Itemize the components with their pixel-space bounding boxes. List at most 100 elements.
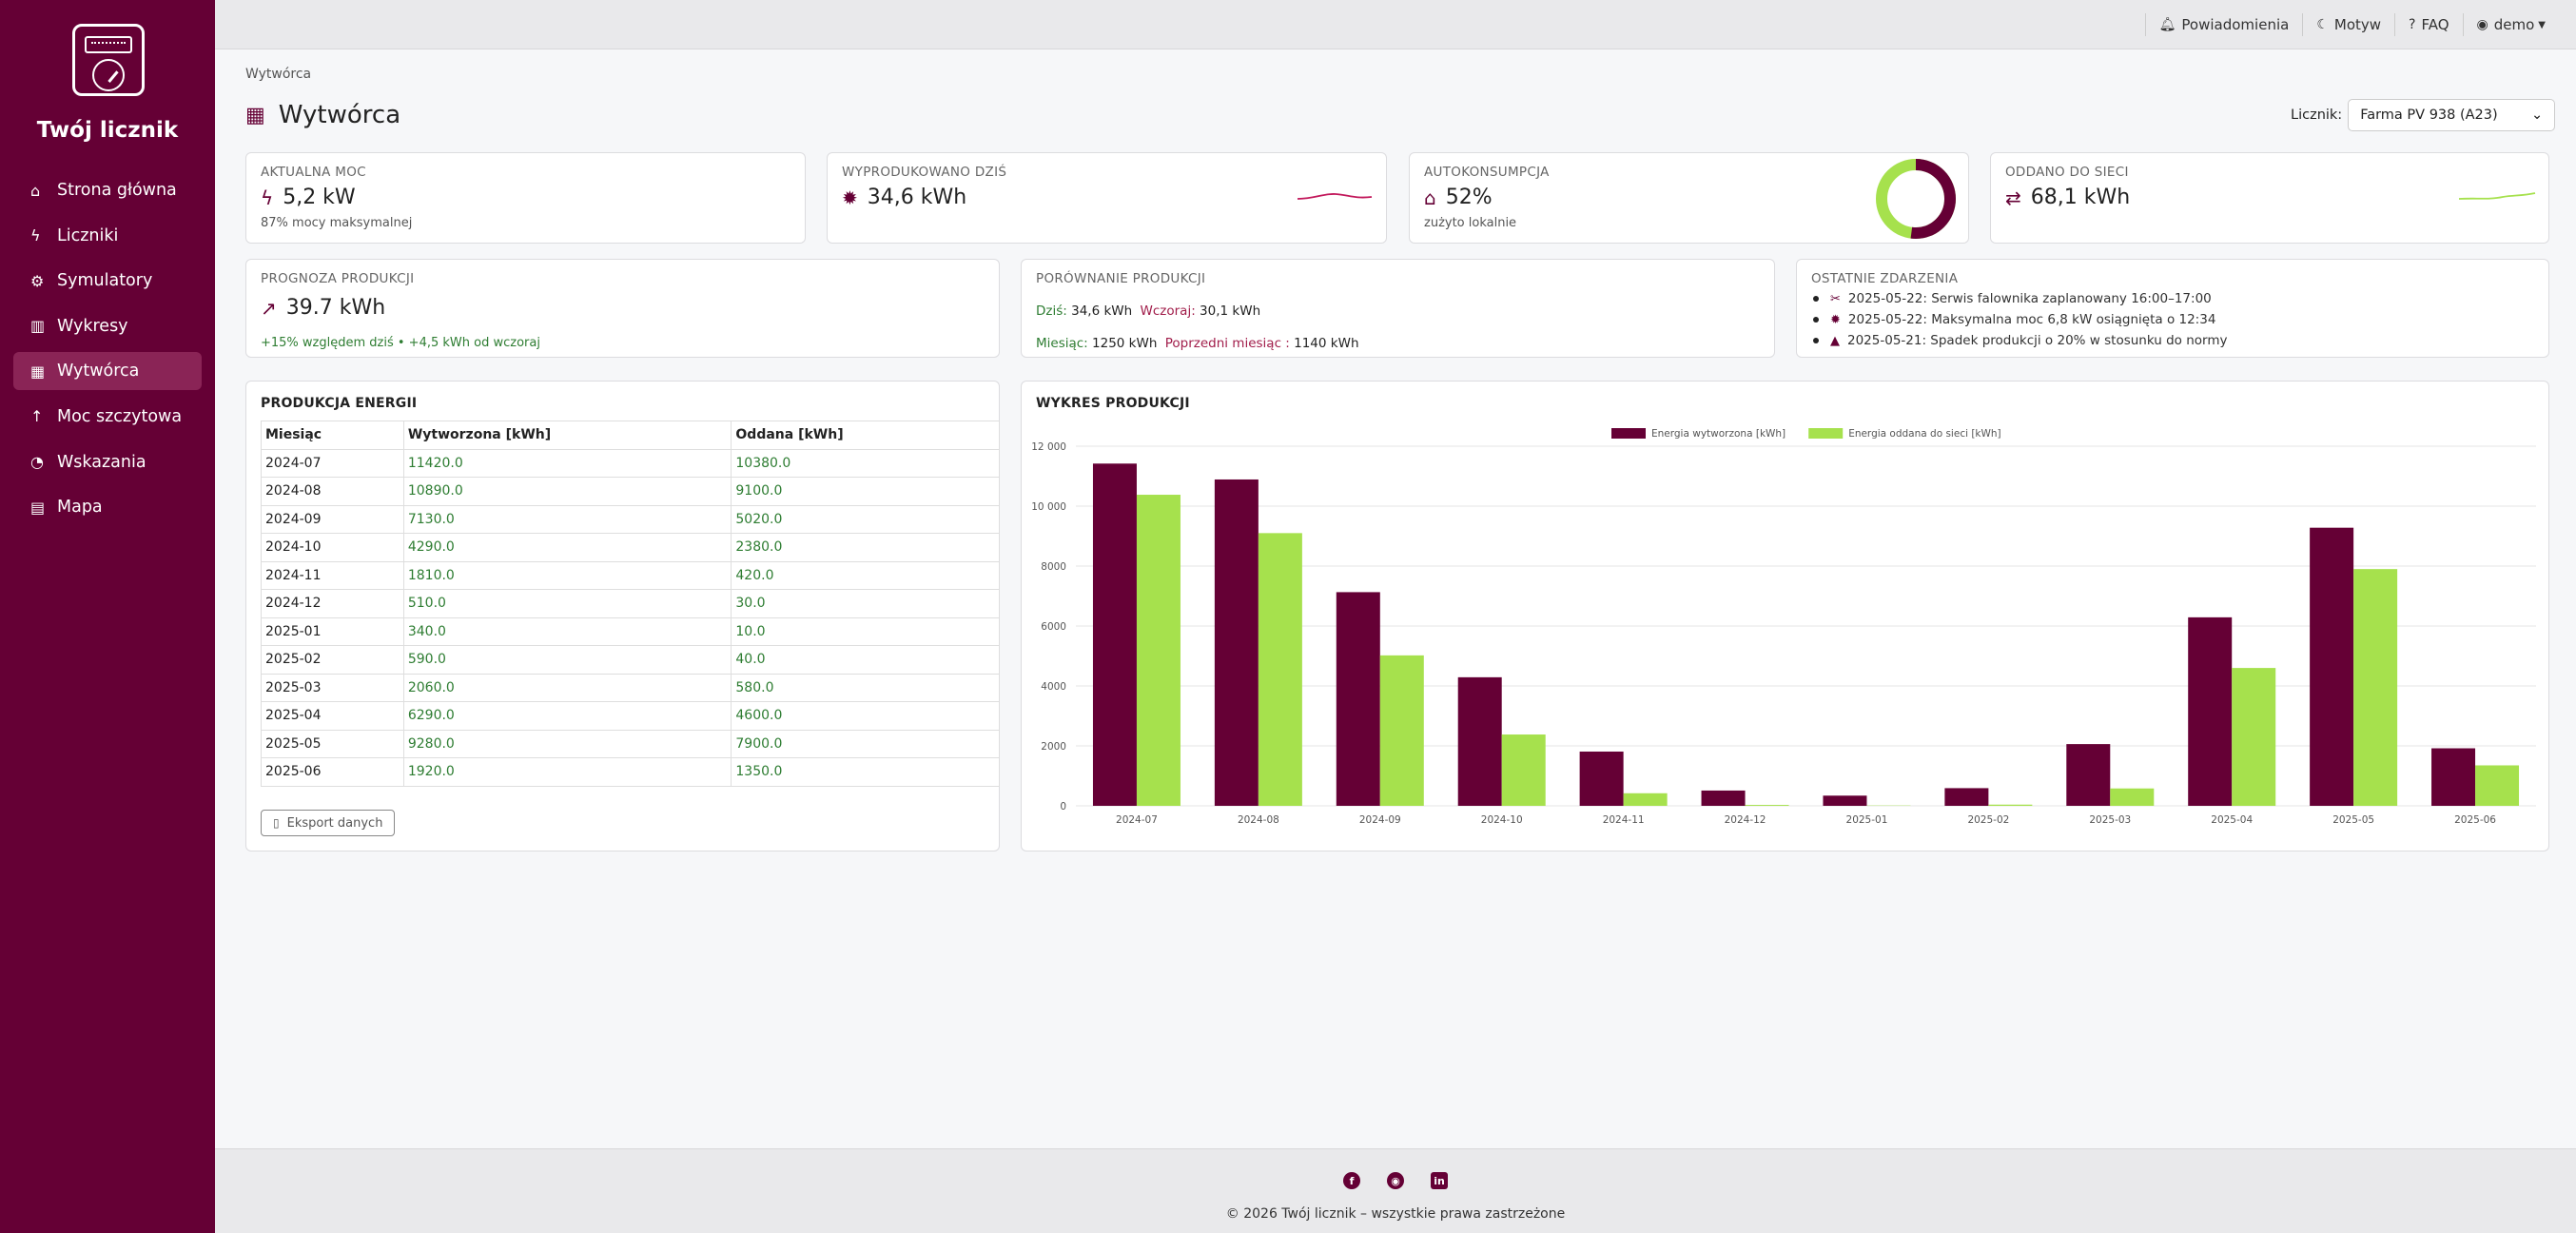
sidebar-item-readings[interactable]: ◔ Wskazania	[13, 443, 202, 481]
bar-produced-2024-09[interactable]	[1336, 592, 1380, 806]
table-row: 2025-01 340.0 10.0	[261, 616, 1000, 646]
table-cell: 2380.0	[731, 533, 1000, 562]
bar-produced-2024-07[interactable]	[1092, 463, 1137, 806]
page-title: ▦ Wytwórca	[245, 101, 400, 129]
month-label: Miesiąc:	[1036, 336, 1088, 351]
card-label: WYPRODUKOWANO DZIŚ	[842, 165, 1007, 180]
table-cell: 1810.0	[402, 560, 732, 590]
x-tick-label: 2024-12	[1725, 814, 1766, 826]
bar-returned-2025-04[interactable]	[2232, 668, 2276, 806]
export-data-button[interactable]: ▯ Eksport danych	[261, 810, 396, 836]
brand-name[interactable]: Twój licznik	[36, 118, 179, 143]
sidebar-item-simulators[interactable]: ⚙ Symulatory	[13, 262, 202, 300]
table-cell: 2024-10	[261, 533, 404, 562]
bar-returned-2024-10[interactable]	[1501, 734, 1546, 806]
question-icon: ?	[2409, 17, 2416, 32]
gauge-icon: ◔	[30, 453, 44, 472]
meter-select-value: Farma PV 938 (A23)	[2360, 108, 2498, 123]
prev-month-label: Poprzedni miesiąc :	[1164, 336, 1290, 351]
card-autoconsumption: AUTOKONSUMPCJA ⌂ 52% zużyto lokalnie	[1409, 152, 1969, 244]
table-row: 2024-11 1810.0 420.0	[261, 560, 1000, 590]
copyright: © 2026 Twój licznik – wszystkie prawa za…	[1225, 1206, 1566, 1222]
bar-produced-2025-01[interactable]	[1823, 795, 1867, 806]
compare-day-row: Dziś: 34,6 kWh Wczoraj: 30,1 kWh	[1036, 303, 1260, 319]
bar-returned-2024-11[interactable]	[1623, 793, 1668, 806]
table-row: 2024-07 11420.0 10380.0	[261, 448, 1000, 478]
table-row: 2025-04 6290.0 4600.0	[261, 701, 1000, 731]
bar-produced-2025-06[interactable]	[2431, 748, 2476, 806]
bar-produced-2025-04[interactable]	[2188, 616, 2233, 806]
chart-legend: Energia wytworzona [kWh] Energia oddana d…	[1611, 428, 2001, 440]
sidebar-item-charts[interactable]: ▥ Wykresy	[13, 307, 202, 345]
bar-produced-2024-12[interactable]	[1701, 790, 1746, 806]
sidebar-item-meters[interactable]: ϟ Liczniki	[13, 217, 202, 255]
social-links: f ◉ in	[215, 1172, 2576, 1189]
card-forecast: PROGNOZA PRODUKCJI ↗ 39.7 kWh +15% względ…	[245, 259, 1000, 358]
table-cell: 2024-08	[261, 477, 404, 506]
bar-returned-2024-08[interactable]	[1258, 533, 1302, 806]
card-label: AUTOKONSUMPCJA	[1424, 165, 1550, 180]
bar-produced-2025-03[interactable]	[2066, 744, 2111, 806]
breadcrumb: Wytwórca	[245, 67, 312, 82]
bar-returned-2024-12[interactable]	[1745, 805, 1789, 806]
theme-button[interactable]: ☾ Motyw	[2302, 13, 2394, 36]
faq-button[interactable]: ? FAQ	[2394, 13, 2463, 36]
card-value: ϟ 5,2 kW	[261, 186, 356, 209]
sidebar-item-home[interactable]: ⌂ Strona główna	[13, 171, 202, 209]
user-menu-button[interactable]: ◉ demo ▼	[2462, 13, 2559, 36]
map-icon: ▤	[30, 498, 46, 517]
sidebar-item-producer[interactable]: ▦ Wytwórca	[13, 352, 202, 391]
bar-produced-2024-08[interactable]	[1214, 479, 1259, 806]
section-title: WYKRES PRODUKCJI	[1036, 396, 1190, 411]
card-compare: PORÓWNANIE PRODUKCJI Dziś: 34,6 kWh Wczo…	[1021, 259, 1775, 358]
sidebar-item-peak-power[interactable]: ↑ Moc szczytowa	[13, 398, 202, 436]
sidebar-item-label: Wytwórca	[57, 362, 140, 382]
facebook-icon[interactable]: f	[1343, 1172, 1360, 1189]
export-label: Eksport danych	[286, 815, 383, 831]
bell-icon: 🔔︎	[2158, 17, 2176, 32]
meter-select[interactable]: Farma PV 938 (A23) ⌄	[2348, 99, 2556, 131]
x-tick-label: 2025-06	[2454, 814, 2496, 826]
current-power-value: 5,2 kW	[283, 186, 356, 209]
bar-produced-2024-10[interactable]	[1457, 676, 1502, 806]
bar-produced-2025-05[interactable]	[2310, 527, 2354, 806]
events-list: ✂ 2025-05-22: Serwis falownika zaplanowan…	[1813, 288, 2227, 351]
table-cell: 9100.0	[731, 477, 1000, 506]
list-item: ✹ 2025-05-22: Maksymalna moc 6,8 kW osiąg…	[1813, 309, 2227, 330]
tools-icon: ✂	[1830, 291, 1841, 306]
notifications-label: Powiadomienia	[2181, 16, 2290, 33]
bar-produced-2025-02[interactable]	[1944, 788, 1989, 806]
topbar: 🔔︎ Powiadomienia ☾ Motyw ? FAQ ◉ demo ▼	[215, 0, 2576, 49]
bar-returned-2025-03[interactable]	[2110, 788, 2155, 806]
card-current-power: AKTUALNA MOC ϟ 5,2 kW 87% mocy maksymalne…	[245, 152, 806, 244]
sun-icon: ✹	[1830, 312, 1841, 327]
table-row: 2024-08 10890.0 9100.0	[261, 477, 1000, 506]
table-cell: 420.0	[731, 560, 1000, 590]
bar-produced-2024-11[interactable]	[1579, 751, 1624, 806]
y-tick-label: 2000	[1041, 741, 1066, 753]
page-title-text: Wytwórca	[278, 101, 401, 129]
bar-returned-2025-05[interactable]	[2353, 569, 2398, 806]
bar-returned-2024-09[interactable]	[1379, 655, 1424, 806]
autoconsumption-value: 52%	[1445, 186, 1493, 209]
table-cell: 2025-06	[261, 757, 404, 787]
bar-returned-2025-06[interactable]	[2475, 765, 2520, 806]
table-cell: 2024-11	[261, 560, 404, 590]
notifications-button[interactable]: 🔔︎ Powiadomienia	[2144, 13, 2303, 36]
sidebar-item-label: Liczniki	[57, 225, 119, 245]
table-cell: 580.0	[731, 673, 1000, 702]
github-icon[interactable]: ◉	[1387, 1172, 1404, 1189]
arrow-up-icon: ↑	[30, 407, 44, 426]
home-icon: ⌂	[30, 181, 41, 200]
yesterday-label: Wczoraj:	[1140, 303, 1196, 319]
card-returned-grid: ODDANO DO SIECI ⇄ 68,1 kWh	[1990, 152, 2549, 244]
bar-returned-2024-07[interactable]	[1136, 495, 1181, 806]
table-cell: 7900.0	[731, 729, 1000, 758]
card-events: OSTATNIE ZDARZENIA ✂ 2025-05-22: Serwis f…	[1796, 259, 2549, 358]
card-label: PROGNOZA PRODUKCJI	[261, 271, 415, 286]
card-sub: 87% mocy maksymalnej	[261, 216, 413, 230]
sidebar-item-map[interactable]: ▤ Mapa	[13, 488, 202, 526]
linkedin-icon[interactable]: in	[1431, 1172, 1448, 1189]
table-cell: 40.0	[731, 645, 1000, 675]
bar-returned-2025-02[interactable]	[1988, 804, 2033, 806]
